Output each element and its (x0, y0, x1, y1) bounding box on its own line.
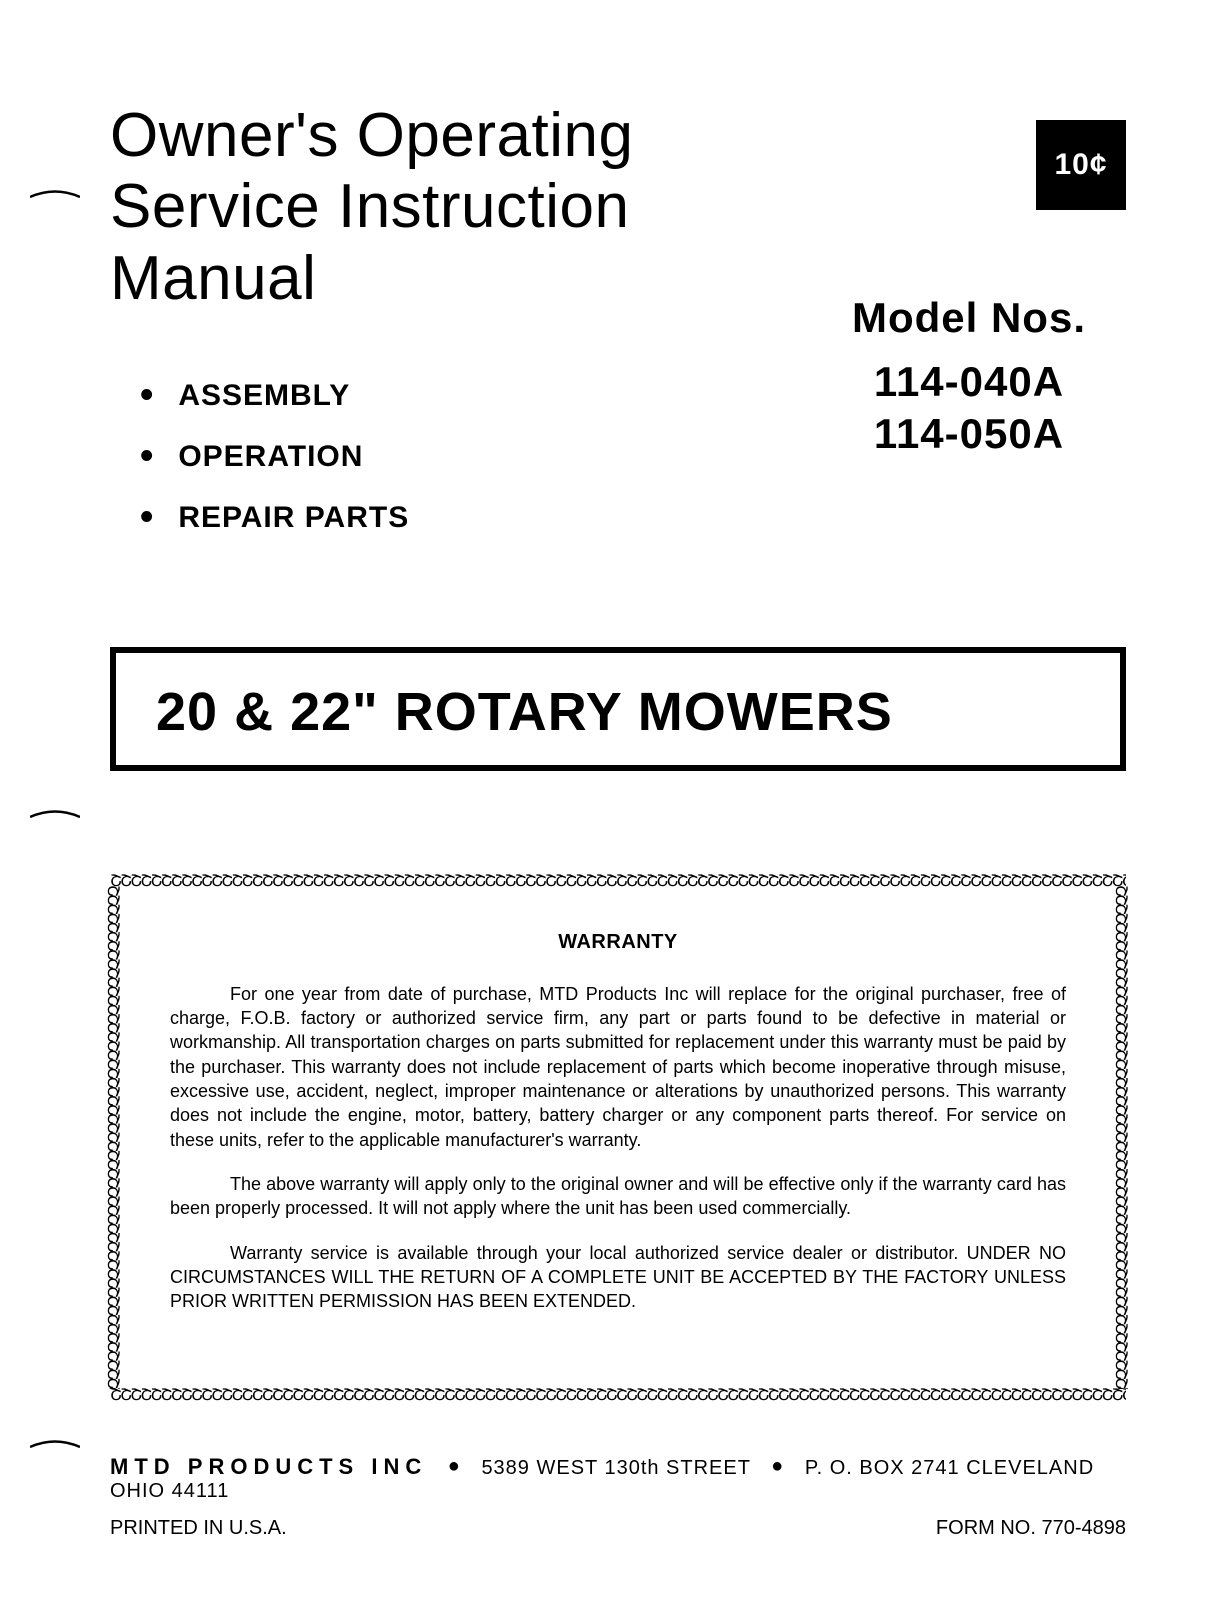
title-line: Manual (110, 243, 633, 314)
warranty-paragraph: The above warranty will apply only to th… (170, 1172, 1066, 1221)
product-title-box: 20 & 22" ROTARY MOWERS (110, 647, 1126, 771)
bullet-separator-icon: ● (448, 1455, 461, 1478)
warranty-paragraph: For one year from date of purchase, MTD … (170, 982, 1066, 1152)
model-heading: Model Nos. (852, 294, 1086, 342)
table-of-contents: ASSEMBLY OPERATION REPAIR PARTS (140, 374, 409, 557)
product-title: 20 & 22" ROTARY MOWERS (156, 682, 893, 742)
price-badge: 10¢ (1036, 120, 1126, 210)
model-numbers-block: Model Nos. 114-040A 114-050A (852, 294, 1086, 557)
printed-in: PRINTED IN U.S.A. (110, 1517, 287, 1540)
binding-mark-icon (30, 190, 80, 204)
spiral-border-icon: ՇՇՇՇՇՇՇՇՇՇՇՇՇՇՇՇՇՇՇՇՇՇՇՇՇՇՇՇՇՇՇՇՇՇՇՇՇՇՇՇ… (110, 1385, 1126, 1403)
footer-address-line: MTD PRODUCTS INC ● 5389 WEST 130th STREE… (110, 1454, 1126, 1503)
form-number: FORM NO. 770-4898 (936, 1517, 1126, 1540)
footer: MTD PRODUCTS INC ● 5389 WEST 130th STREE… (110, 1454, 1126, 1540)
warranty-text: For one year from date of purchase, MTD … (170, 984, 1066, 1150)
address-street: 5389 WEST 130th STREET (481, 1457, 750, 1479)
spiral-border-icon: ՇՇՇՇՇՇՇՇՇՇՇՇՇՇՇՇՇՇՇՇՇՇՇՇՇՇՇՇՇՇՇՇՇՇՇՇՇՇՇՇ… (106, 885, 122, 1390)
model-number: 114-040A (852, 356, 1086, 409)
binding-mark-icon (30, 1440, 80, 1454)
bullet-separator-icon: ● (771, 1455, 784, 1478)
manual-cover-page: Owner's Operating Service Instruction Ma… (0, 0, 1226, 1600)
warranty-body: For one year from date of purchase, MTD … (170, 982, 1066, 1314)
title-line: Service Instruction (110, 171, 633, 242)
spiral-border-icon: ՇՇՇՇՇՇՇՇՇՇՇՇՇՇՇՇՇՇՇՇՇՇՇՇՇՇՇՇՇՇՇՇՇՇՇՇՇՇՇՇ… (1114, 885, 1130, 1390)
model-number: 114-050A (852, 408, 1086, 461)
company-name: MTD PRODUCTS INC (110, 1454, 427, 1479)
toc-item-operation: OPERATION (140, 435, 409, 478)
spiral-border-icon: ՇՇՇՇՇՇՇՇՇՇՇՇՇՇՇՇՇՇՇՇՇՇՇՇՇՇՇՇՇՇՇՇՇՇՇՇՇՇՇՇ… (110, 871, 1126, 889)
title-line: Owner's Operating (110, 100, 633, 171)
warranty-text: Warranty service is available through yo… (170, 1243, 1066, 1312)
manual-title: Owner's Operating Service Instruction Ma… (110, 100, 633, 314)
toc-item-assembly: ASSEMBLY (140, 374, 409, 417)
warranty-paragraph: Warranty service is available through yo… (170, 1241, 1066, 1314)
warranty-heading: WARRANTY (170, 931, 1066, 954)
toc-item-repair-parts: REPAIR PARTS (140, 496, 409, 539)
warranty-section: ՇՇՇՇՇՇՇՇՇՇՇՇՇՇՇՇՇՇՇՇՇՇՇՇՇՇՇՇՇՇՇՇՇՇՇՇՇՇՇՇ… (110, 871, 1126, 1404)
binding-mark-icon (30, 810, 80, 824)
warranty-text: The above warranty will apply only to th… (170, 1174, 1066, 1218)
